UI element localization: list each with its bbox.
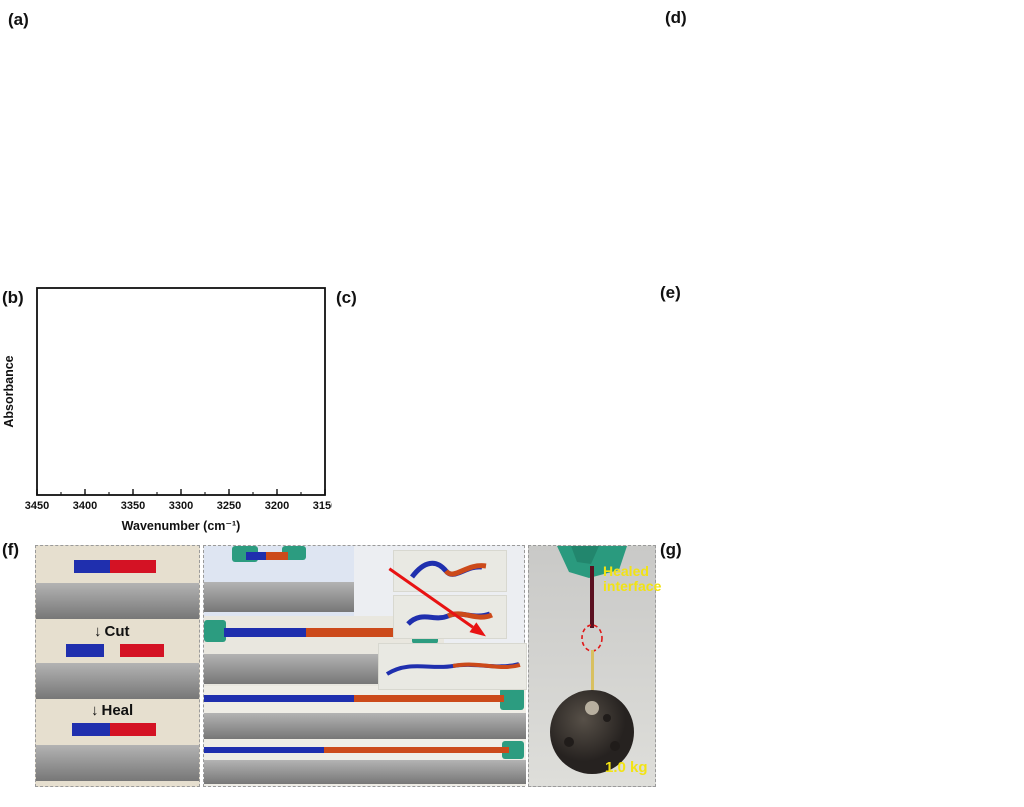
- panel-d-tag: (d): [665, 8, 687, 27]
- stretching-photo-column: [203, 545, 526, 787]
- healed-interface-label: Healed interface: [603, 563, 662, 594]
- cut-label: Cut: [104, 623, 130, 640]
- svg-text:3450: 3450: [25, 500, 49, 512]
- panel-e-tag: (e): [660, 283, 681, 302]
- ruler: [36, 583, 199, 619]
- cut-heal-photo-column: ↓ Cut ↓ Heal: [35, 545, 200, 787]
- sample-strip: [74, 560, 156, 573]
- stretch-photo-3: [204, 686, 526, 741]
- panel-f-tag: (f): [2, 540, 19, 559]
- svg-text:3200: 3200: [265, 500, 289, 512]
- weight-lifting-photo: Healed interface 1.0 kg: [528, 545, 661, 787]
- panel-g-tag: (g): [660, 540, 682, 559]
- bent-sample-inset-1: [394, 551, 506, 591]
- sample-strip-cut-blue: [66, 644, 104, 657]
- y-axis-label: Absorbance: [2, 355, 16, 427]
- heal-label: Heal: [101, 702, 134, 719]
- svg-text:3400: 3400: [73, 500, 97, 512]
- healed-interface-circle: [581, 624, 603, 652]
- panel-c-tag: (c): [336, 288, 357, 307]
- panel-a-scheme: [0, 0, 660, 285]
- sample-strip-healed: [72, 723, 156, 736]
- plot-frame: [36, 287, 326, 496]
- ruler: [36, 745, 199, 781]
- healed-sample-top: [590, 566, 594, 628]
- weight-icon: [550, 690, 634, 774]
- ruler: [204, 760, 526, 784]
- panel-b-tag: (b): [2, 288, 24, 307]
- ftir-nh-chart: 3450 3400 3350 3300 3250 3200 3150 Wavenumber (…: [2, 287, 332, 533]
- healed-sample-bottom: [591, 650, 594, 708]
- down-arrow-icon: ↓: [94, 623, 102, 640]
- panel-f-photos: ↓ Cut ↓ Heal: [0, 538, 661, 807]
- sample-strip-cut-red: [120, 644, 164, 657]
- toughness-bar-chart: [655, 278, 1024, 535]
- ruler: [204, 713, 526, 739]
- weight-label: 1.0 kg: [605, 759, 648, 776]
- strength-strain-scatter-chart: [655, 535, 1024, 807]
- stretch-photo-4: [204, 741, 526, 786]
- svg-text:3150: 3150: [313, 500, 332, 512]
- down-arrow-icon: ↓: [91, 702, 99, 719]
- ruler: [36, 663, 199, 699]
- ruler: [204, 582, 354, 612]
- ftir-carbonyl-chart: [332, 283, 662, 542]
- svg-text:3300: 3300: [169, 500, 193, 512]
- bent-sample-inset-2: [394, 596, 506, 638]
- weight-photo-graphics: [550, 546, 634, 774]
- svg-text:3250: 3250: [217, 500, 241, 512]
- stretch-photo-1: [204, 546, 354, 616]
- x-axis-label: Wavenumber (cm⁻¹): [122, 519, 241, 533]
- svg-text:3350: 3350: [121, 500, 145, 512]
- stress-strain-chart: [655, 0, 1024, 283]
- bent-sample-inset-3: [379, 644, 526, 689]
- panel-a-tag: (a): [8, 10, 29, 29]
